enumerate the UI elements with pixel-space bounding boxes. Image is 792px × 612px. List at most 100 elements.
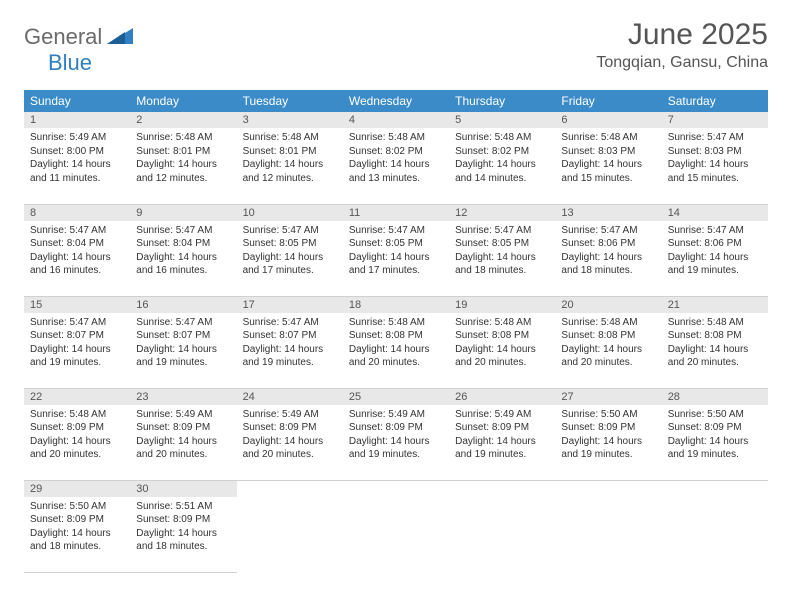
day-number: 21 <box>662 297 768 313</box>
empty-cell <box>555 480 661 572</box>
day-details: Sunrise: 5:48 AMSunset: 8:02 PMDaylight:… <box>343 128 449 189</box>
title-block: June 2025 Tongqian, Gansu, China <box>596 18 768 72</box>
calendar-body: 1Sunrise: 5:49 AMSunset: 8:00 PMDaylight… <box>24 112 768 572</box>
day-cell: 8Sunrise: 5:47 AMSunset: 8:04 PMDaylight… <box>24 204 130 296</box>
day-details: Sunrise: 5:50 AMSunset: 8:09 PMDaylight:… <box>662 405 768 466</box>
day-cell: 7Sunrise: 5:47 AMSunset: 8:03 PMDaylight… <box>662 112 768 204</box>
day-details: Sunrise: 5:48 AMSunset: 8:08 PMDaylight:… <box>662 313 768 374</box>
day-details: Sunrise: 5:48 AMSunset: 8:08 PMDaylight:… <box>555 313 661 374</box>
day-cell: 29Sunrise: 5:50 AMSunset: 8:09 PMDayligh… <box>24 480 130 572</box>
day-number: 12 <box>449 205 555 221</box>
day-cell: 13Sunrise: 5:47 AMSunset: 8:06 PMDayligh… <box>555 204 661 296</box>
day-cell: 14Sunrise: 5:47 AMSunset: 8:06 PMDayligh… <box>662 204 768 296</box>
day-cell: 18Sunrise: 5:48 AMSunset: 8:08 PMDayligh… <box>343 296 449 388</box>
day-cell: 25Sunrise: 5:49 AMSunset: 8:09 PMDayligh… <box>343 388 449 480</box>
day-header-row: SundayMondayTuesdayWednesdayThursdayFrid… <box>24 90 768 112</box>
month-title: June 2025 <box>596 18 768 52</box>
day-details: Sunrise: 5:47 AMSunset: 8:04 PMDaylight:… <box>24 221 130 282</box>
day-cell: 3Sunrise: 5:48 AMSunset: 8:01 PMDaylight… <box>237 112 343 204</box>
day-cell: 20Sunrise: 5:48 AMSunset: 8:08 PMDayligh… <box>555 296 661 388</box>
calendar-row: 8Sunrise: 5:47 AMSunset: 8:04 PMDaylight… <box>24 204 768 296</box>
day-cell: 23Sunrise: 5:49 AMSunset: 8:09 PMDayligh… <box>130 388 236 480</box>
day-details: Sunrise: 5:47 AMSunset: 8:05 PMDaylight:… <box>237 221 343 282</box>
day-cell: 17Sunrise: 5:47 AMSunset: 8:07 PMDayligh… <box>237 296 343 388</box>
day-number: 26 <box>449 389 555 405</box>
day-number: 5 <box>449 112 555 128</box>
day-cell: 4Sunrise: 5:48 AMSunset: 8:02 PMDaylight… <box>343 112 449 204</box>
day-details: Sunrise: 5:47 AMSunset: 8:07 PMDaylight:… <box>237 313 343 374</box>
day-cell: 16Sunrise: 5:47 AMSunset: 8:07 PMDayligh… <box>130 296 236 388</box>
day-details: Sunrise: 5:49 AMSunset: 8:09 PMDaylight:… <box>237 405 343 466</box>
day-cell: 26Sunrise: 5:49 AMSunset: 8:09 PMDayligh… <box>449 388 555 480</box>
day-number: 22 <box>24 389 130 405</box>
day-cell: 27Sunrise: 5:50 AMSunset: 8:09 PMDayligh… <box>555 388 661 480</box>
day-number: 24 <box>237 389 343 405</box>
day-number: 15 <box>24 297 130 313</box>
day-number: 20 <box>555 297 661 313</box>
day-header: Thursday <box>449 90 555 112</box>
day-number: 11 <box>343 205 449 221</box>
day-number: 1 <box>24 112 130 128</box>
calendar-row: 15Sunrise: 5:47 AMSunset: 8:07 PMDayligh… <box>24 296 768 388</box>
day-cell: 15Sunrise: 5:47 AMSunset: 8:07 PMDayligh… <box>24 296 130 388</box>
day-number: 9 <box>130 205 236 221</box>
empty-cell <box>662 480 768 572</box>
day-details: Sunrise: 5:47 AMSunset: 8:05 PMDaylight:… <box>449 221 555 282</box>
calendar-row: 22Sunrise: 5:48 AMSunset: 8:09 PMDayligh… <box>24 388 768 480</box>
logo-word1: General <box>24 24 102 50</box>
empty-cell <box>343 480 449 572</box>
day-number: 18 <box>343 297 449 313</box>
day-header: Sunday <box>24 90 130 112</box>
day-cell: 21Sunrise: 5:48 AMSunset: 8:08 PMDayligh… <box>662 296 768 388</box>
day-header: Tuesday <box>237 90 343 112</box>
day-details: Sunrise: 5:47 AMSunset: 8:06 PMDaylight:… <box>662 221 768 282</box>
day-cell: 12Sunrise: 5:47 AMSunset: 8:05 PMDayligh… <box>449 204 555 296</box>
day-header: Monday <box>130 90 236 112</box>
day-details: Sunrise: 5:49 AMSunset: 8:09 PMDaylight:… <box>130 405 236 466</box>
day-header: Friday <box>555 90 661 112</box>
day-details: Sunrise: 5:50 AMSunset: 8:09 PMDaylight:… <box>555 405 661 466</box>
day-cell: 6Sunrise: 5:48 AMSunset: 8:03 PMDaylight… <box>555 112 661 204</box>
day-details: Sunrise: 5:47 AMSunset: 8:07 PMDaylight:… <box>24 313 130 374</box>
day-cell: 2Sunrise: 5:48 AMSunset: 8:01 PMDaylight… <box>130 112 236 204</box>
day-details: Sunrise: 5:47 AMSunset: 8:04 PMDaylight:… <box>130 221 236 282</box>
day-details: Sunrise: 5:47 AMSunset: 8:06 PMDaylight:… <box>555 221 661 282</box>
day-cell: 28Sunrise: 5:50 AMSunset: 8:09 PMDayligh… <box>662 388 768 480</box>
day-number: 30 <box>130 481 236 497</box>
location-text: Tongqian, Gansu, China <box>596 54 768 72</box>
day-header: Saturday <box>662 90 768 112</box>
day-number: 2 <box>130 112 236 128</box>
day-number: 16 <box>130 297 236 313</box>
day-number: 25 <box>343 389 449 405</box>
day-cell: 19Sunrise: 5:48 AMSunset: 8:08 PMDayligh… <box>449 296 555 388</box>
day-cell: 9Sunrise: 5:47 AMSunset: 8:04 PMDaylight… <box>130 204 236 296</box>
day-cell: 5Sunrise: 5:48 AMSunset: 8:02 PMDaylight… <box>449 112 555 204</box>
day-details: Sunrise: 5:47 AMSunset: 8:03 PMDaylight:… <box>662 128 768 189</box>
day-number: 19 <box>449 297 555 313</box>
day-number: 6 <box>555 112 661 128</box>
day-number: 8 <box>24 205 130 221</box>
day-details: Sunrise: 5:48 AMSunset: 8:02 PMDaylight:… <box>449 128 555 189</box>
logo-triangle-icon <box>107 26 133 49</box>
empty-cell <box>237 480 343 572</box>
empty-cell <box>449 480 555 572</box>
day-details: Sunrise: 5:48 AMSunset: 8:01 PMDaylight:… <box>130 128 236 189</box>
day-cell: 24Sunrise: 5:49 AMSunset: 8:09 PMDayligh… <box>237 388 343 480</box>
day-number: 14 <box>662 205 768 221</box>
day-details: Sunrise: 5:49 AMSunset: 8:09 PMDaylight:… <box>449 405 555 466</box>
day-number: 23 <box>130 389 236 405</box>
calendar-row: 1Sunrise: 5:49 AMSunset: 8:00 PMDaylight… <box>24 112 768 204</box>
day-number: 7 <box>662 112 768 128</box>
day-number: 27 <box>555 389 661 405</box>
day-number: 29 <box>24 481 130 497</box>
day-number: 28 <box>662 389 768 405</box>
day-cell: 1Sunrise: 5:49 AMSunset: 8:00 PMDaylight… <box>24 112 130 204</box>
day-cell: 11Sunrise: 5:47 AMSunset: 8:05 PMDayligh… <box>343 204 449 296</box>
logo-word2: Blue <box>48 50 92 76</box>
calendar-head: SundayMondayTuesdayWednesdayThursdayFrid… <box>24 90 768 112</box>
day-details: Sunrise: 5:51 AMSunset: 8:09 PMDaylight:… <box>130 497 236 558</box>
day-details: Sunrise: 5:49 AMSunset: 8:00 PMDaylight:… <box>24 128 130 189</box>
day-number: 13 <box>555 205 661 221</box>
day-details: Sunrise: 5:48 AMSunset: 8:01 PMDaylight:… <box>237 128 343 189</box>
day-details: Sunrise: 5:47 AMSunset: 8:05 PMDaylight:… <box>343 221 449 282</box>
